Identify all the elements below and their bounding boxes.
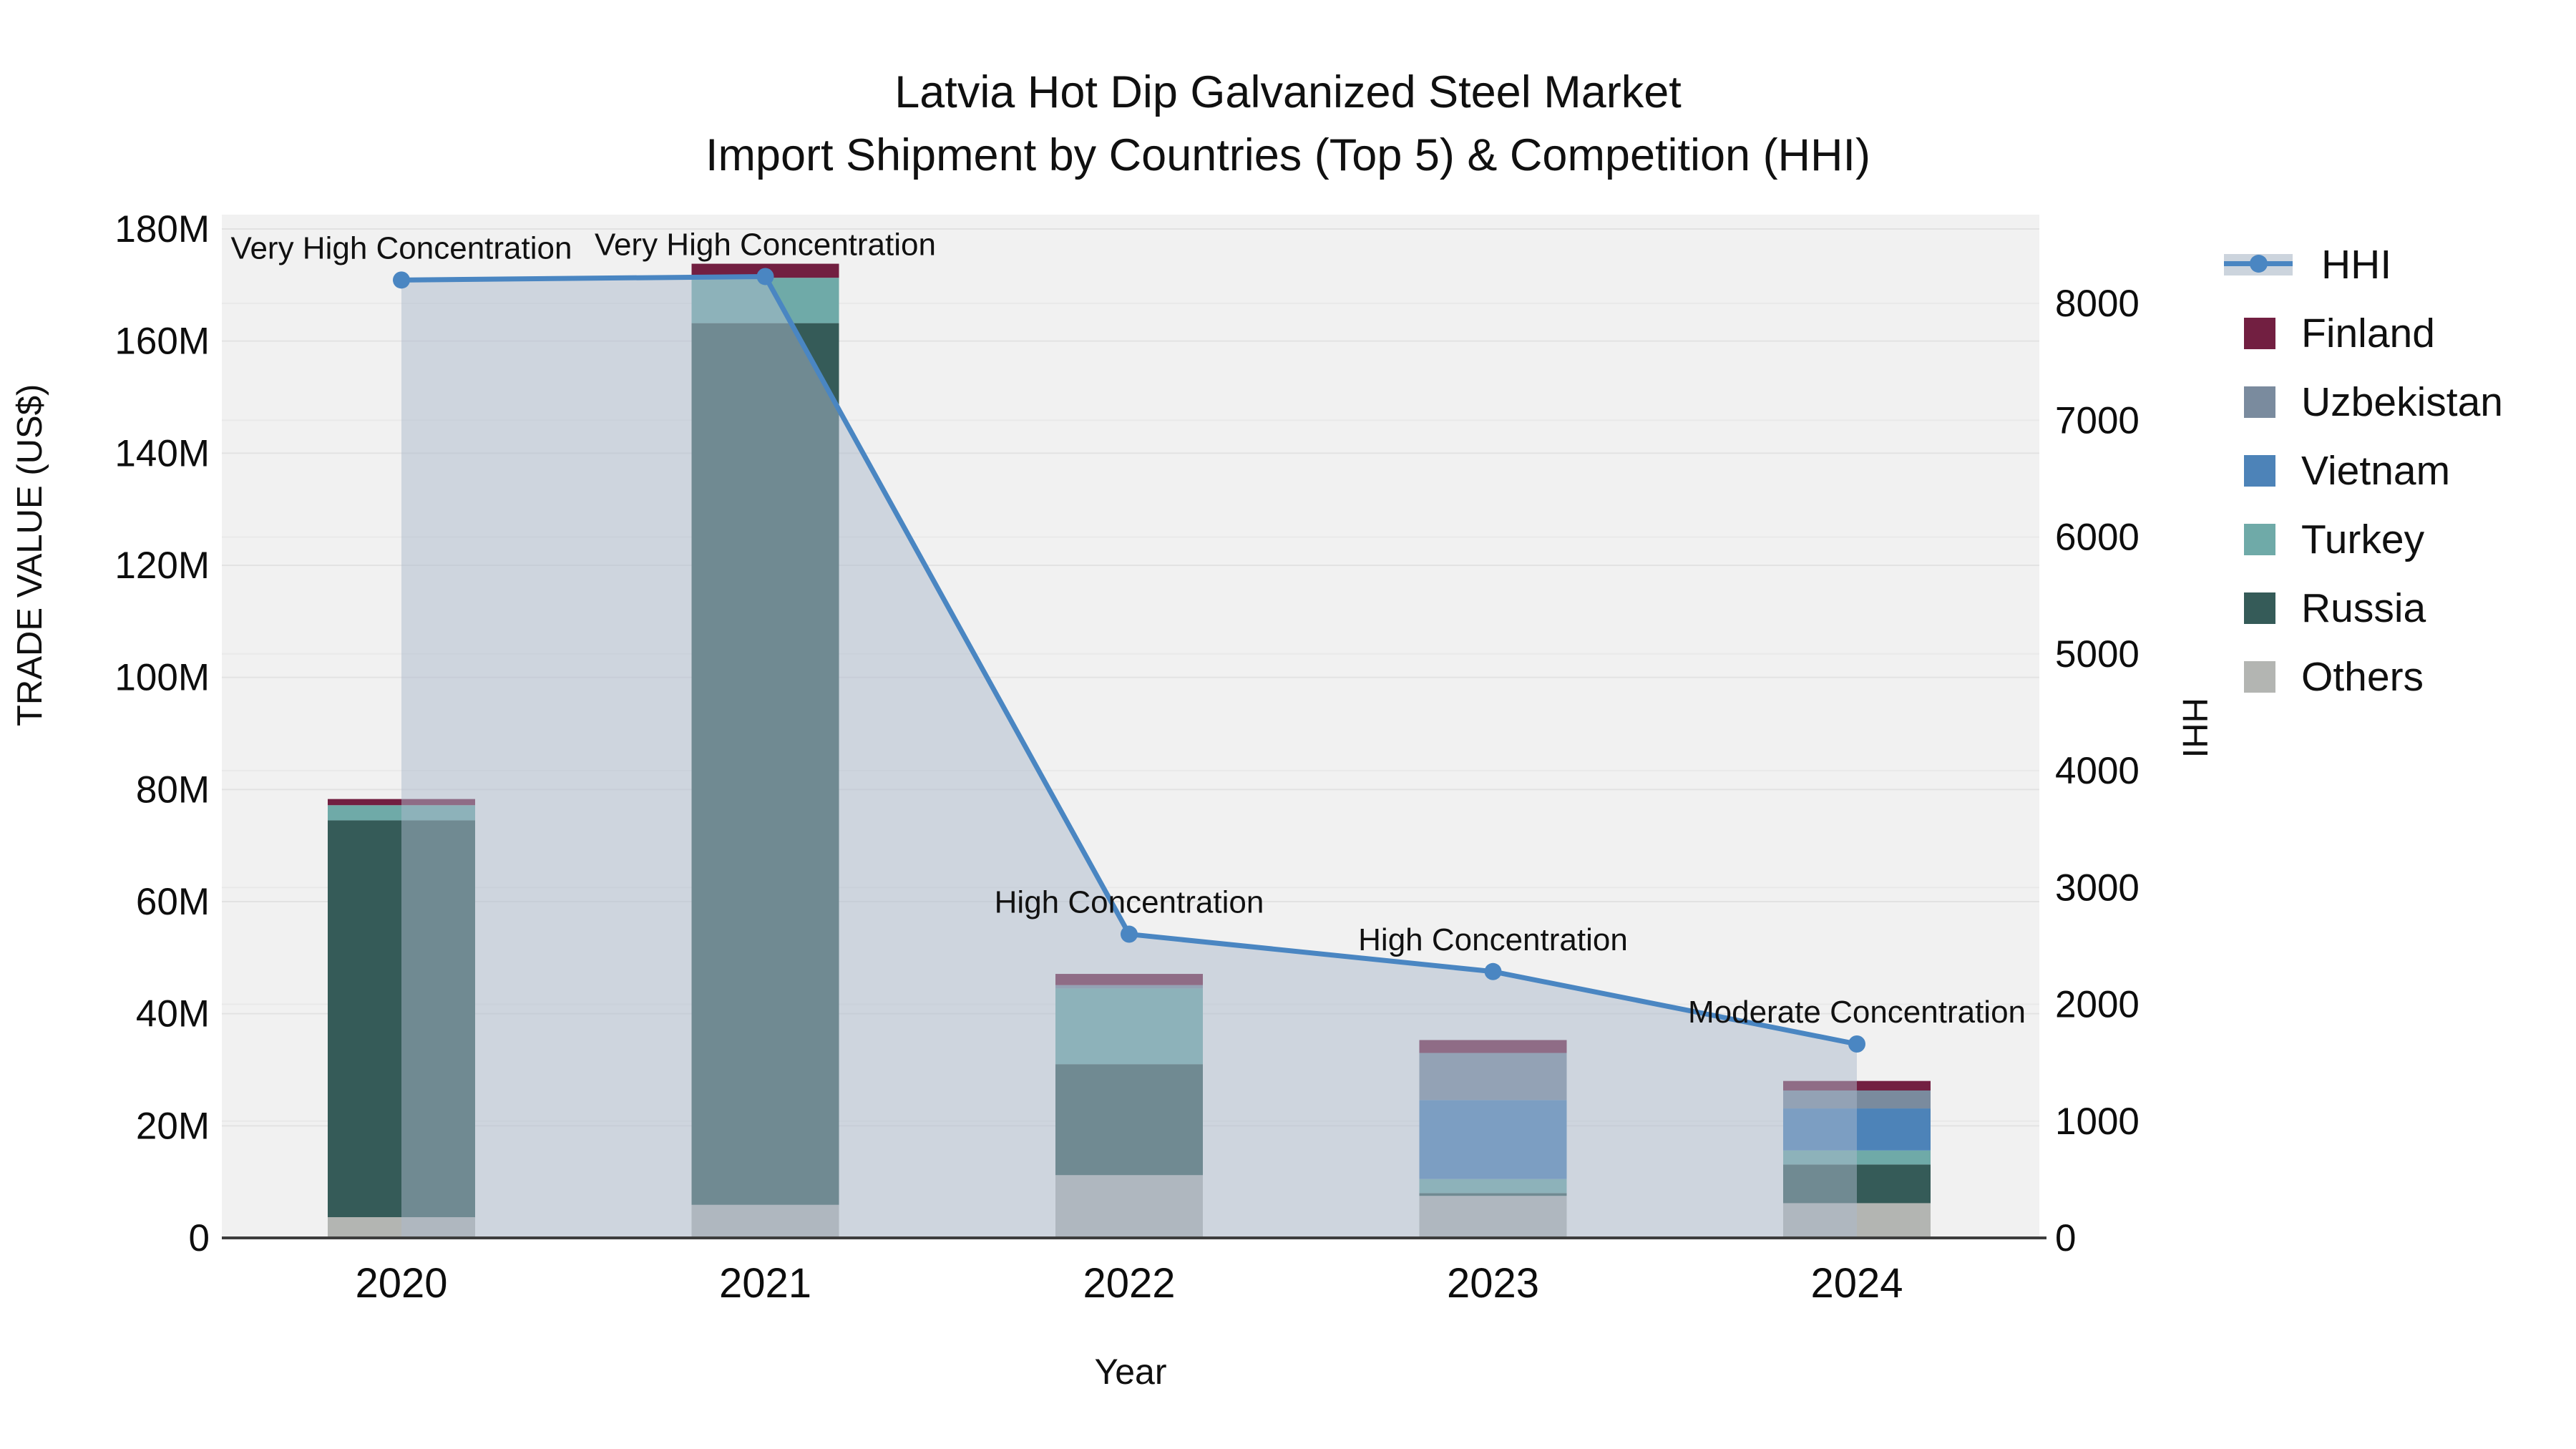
legend: HHI Finland Uzbekistan Vietnam Turkey Russia O… bbox=[2224, 230, 2503, 711]
y-left-tick-label: 120M bbox=[114, 545, 210, 587]
finland-swatch-icon bbox=[2244, 318, 2275, 349]
chart-title: Latvia Hot Dip Galvanized Steel Market I… bbox=[0, 69, 2576, 179]
x-tick-label-2023: 2023 bbox=[1447, 1260, 1539, 1307]
russia-swatch-icon bbox=[2244, 592, 2275, 624]
y-left-tick-label: 100M bbox=[114, 657, 210, 699]
y-right-tick-label: 7000 bbox=[2055, 399, 2140, 441]
y-right-tick-label: 5000 bbox=[2055, 633, 2140, 675]
y-right-tick-label: 8000 bbox=[2055, 283, 2140, 325]
hhi-marker-2023[interactable] bbox=[1484, 962, 1502, 980]
annotation-2022: High Concentration bbox=[995, 885, 1264, 920]
x-tick-label-2024: 2024 bbox=[1810, 1260, 1903, 1307]
y-left-tick-label: 140M bbox=[114, 432, 210, 474]
legend-label: Turkey bbox=[2301, 517, 2425, 562]
others-swatch-icon bbox=[2244, 661, 2275, 693]
chart-title-line1: Latvia Hot Dip Galvanized Steel Market bbox=[894, 67, 1682, 117]
y-right-tick-label: 1000 bbox=[2055, 1101, 2140, 1143]
x-tick-label-2020: 2020 bbox=[355, 1260, 447, 1307]
hhi-area-fill bbox=[401, 276, 1857, 1238]
chart-title-line2: Import Shipment by Countries (Top 5) & C… bbox=[705, 130, 1871, 180]
legend-item-uzbekistan[interactable]: Uzbekistan bbox=[2224, 368, 2503, 436]
legend-label: HHI bbox=[2321, 242, 2392, 288]
y-right-tick-label: 6000 bbox=[2055, 517, 2140, 559]
legend-item-hhi[interactable]: HHI bbox=[2224, 230, 2503, 299]
legend-label: Russia bbox=[2301, 585, 2426, 631]
hhi-marker-2022[interactable] bbox=[1121, 925, 1138, 943]
x-tick-label-2022: 2022 bbox=[1083, 1260, 1175, 1307]
y-left-tick-label: 80M bbox=[136, 769, 210, 811]
legend-label: Uzbekistan bbox=[2301, 379, 2503, 425]
y-left-tick-label: 20M bbox=[136, 1105, 210, 1147]
y-right-tick-label: 4000 bbox=[2055, 750, 2140, 792]
legend-item-russia[interactable]: Russia bbox=[2224, 574, 2503, 643]
hhi-line-legend-icon bbox=[2224, 254, 2293, 275]
x-axis-title: Year bbox=[1094, 1352, 1167, 1392]
legend-item-vietnam[interactable]: Vietnam bbox=[2224, 436, 2503, 505]
y-left-tick-label: 60M bbox=[136, 881, 210, 923]
legend-item-finland[interactable]: Finland bbox=[2224, 299, 2503, 368]
y-left-tick-label: 160M bbox=[114, 321, 210, 363]
hhi-marker-2024[interactable] bbox=[1848, 1035, 1865, 1053]
legend-item-turkey[interactable]: Turkey bbox=[2224, 505, 2503, 574]
y-left-tick-label: 40M bbox=[136, 993, 210, 1035]
y-left-tick-label: 180M bbox=[114, 208, 210, 250]
y-right-tick-label: 0 bbox=[2055, 1217, 2076, 1259]
annotation-2020: Very High Concentration bbox=[231, 230, 572, 265]
x-tick-label-2021: 2021 bbox=[719, 1260, 811, 1307]
annotation-2023: High Concentration bbox=[1358, 922, 1628, 957]
y-right-tick-label: 2000 bbox=[2055, 984, 2140, 1026]
turkey-swatch-icon bbox=[2244, 524, 2275, 555]
annotation-2024: Moderate Concentration bbox=[1688, 995, 2026, 1030]
legend-label: Vietnam bbox=[2301, 448, 2451, 494]
legend-label: Others bbox=[2301, 654, 2424, 700]
hhi-marker-2020[interactable] bbox=[393, 271, 410, 289]
annotation-2021: Very High Concentration bbox=[595, 227, 936, 262]
vietnam-swatch-icon bbox=[2244, 455, 2275, 487]
y-right-tick-label: 3000 bbox=[2055, 867, 2140, 909]
legend-label: Finland bbox=[2301, 311, 2435, 356]
hhi-marker-2021[interactable] bbox=[756, 268, 774, 286]
y-left-tick-label: 0 bbox=[189, 1217, 210, 1259]
uzbekistan-swatch-icon bbox=[2244, 386, 2275, 418]
legend-item-others[interactable]: Others bbox=[2224, 643, 2503, 711]
